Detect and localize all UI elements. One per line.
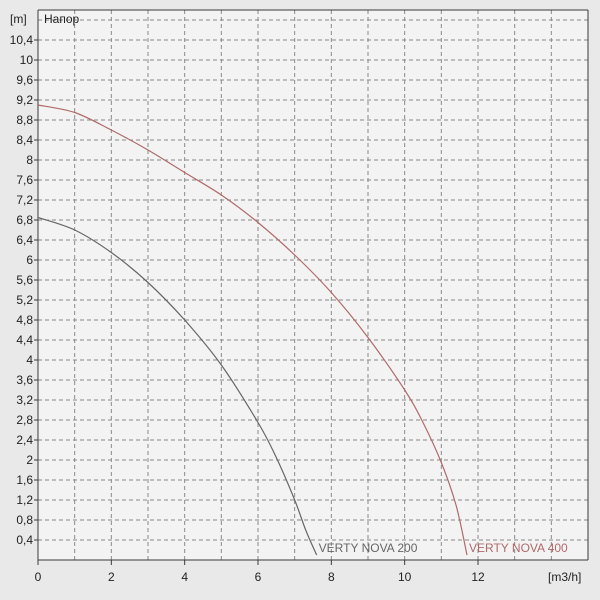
y-axis-label: [m] [10, 12, 27, 26]
y-tick-label: 8 [26, 153, 33, 167]
y-tick-label: 3,2 [16, 393, 33, 407]
y-tick-label: 6 [26, 253, 33, 267]
chart-title: Напор [44, 12, 80, 26]
x-tick-label: 4 [181, 570, 188, 584]
y-tick-label: 6,8 [16, 213, 33, 227]
x-tick-label: 12 [471, 570, 485, 584]
x-tick-label: 0 [35, 570, 42, 584]
series-line-2 [37, 104, 468, 556]
series-label-1: VERTY NOVA 200 [319, 541, 418, 555]
y-tick-label: 0,8 [16, 513, 33, 527]
series-lines: VERTY NOVA 200 VERTY NOVA 400 [37, 104, 568, 556]
y-tick-label: 5,2 [16, 293, 33, 307]
x-axis-label: [m3/h] [548, 570, 581, 584]
y-tick-label: 5,6 [16, 273, 33, 287]
y-tick-label: 2,4 [16, 433, 33, 447]
y-tick-label: 4,8 [16, 313, 33, 327]
x-tick-label: 2 [108, 570, 115, 584]
y-tick-label: 7,6 [16, 173, 33, 187]
y-tick-label: 1,2 [16, 493, 33, 507]
y-tick-label: 6,4 [16, 233, 33, 247]
y-tick-label: 3,6 [16, 373, 33, 387]
y-tick-label: 2,8 [16, 413, 33, 427]
y-tick-label: 8,4 [16, 133, 33, 147]
x-tick-label: 10 [398, 570, 412, 584]
grid-lines [38, 10, 588, 560]
y-tick-label: 4 [26, 353, 33, 367]
y-tick-label: 10 [20, 53, 34, 67]
series-label-2: VERTY NOVA 400 [469, 541, 568, 555]
y-tick-label: 7,2 [16, 193, 33, 207]
y-tick-label: 9,6 [16, 73, 33, 87]
tick-labels: 0,4 0,8 1,2 1,6 2 2,4 2,8 3,2 3,6 4 4,4 4,8 5,2 5,6 6 6… [10, 33, 485, 584]
y-tick-label: 10,4 [10, 33, 34, 47]
y-tick-label: 1,6 [16, 473, 33, 487]
series-line-1 [37, 216, 318, 556]
y-tick-label: 2 [26, 453, 33, 467]
y-tick-label: 4,4 [16, 333, 33, 347]
y-tick-label: 8,8 [16, 113, 33, 127]
x-tick-label: 8 [328, 570, 335, 584]
x-tick-label: 6 [255, 570, 262, 584]
y-tick-label: 9,2 [16, 93, 33, 107]
axes [34, 9, 589, 565]
plot-area [38, 10, 588, 560]
y-tick-label: 0,4 [16, 533, 33, 547]
